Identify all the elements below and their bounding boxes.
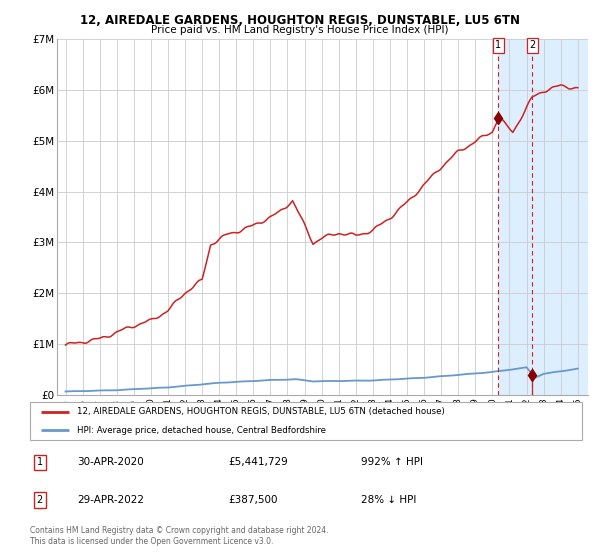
Bar [498,39,588,395]
Text: 29-APR-2022: 29-APR-2022 [77,495,144,505]
Text: 2: 2 [37,495,43,505]
Text: Price paid vs. HM Land Registry's House Price Index (HPI): Price paid vs. HM Land Registry's House … [151,25,449,35]
Text: Contains HM Land Registry data © Crown copyright and database right 2024.
This d: Contains HM Land Registry data © Crown c… [30,526,329,546]
Text: £5,441,729: £5,441,729 [229,458,289,468]
Text: 1: 1 [495,40,501,50]
Text: 30-APR-2020: 30-APR-2020 [77,458,143,468]
Text: 12, AIREDALE GARDENS, HOUGHTON REGIS, DUNSTABLE, LU5 6TN (detached house): 12, AIREDALE GARDENS, HOUGHTON REGIS, DU… [77,407,445,416]
Text: 28% ↓ HPI: 28% ↓ HPI [361,495,416,505]
Text: HPI: Average price, detached house, Central Bedfordshire: HPI: Average price, detached house, Cent… [77,426,326,435]
Text: £387,500: £387,500 [229,495,278,505]
Text: 2: 2 [529,40,535,50]
Text: 1: 1 [37,458,43,468]
Text: 992% ↑ HPI: 992% ↑ HPI [361,458,423,468]
FancyBboxPatch shape [30,402,582,440]
Text: 12, AIREDALE GARDENS, HOUGHTON REGIS, DUNSTABLE, LU5 6TN: 12, AIREDALE GARDENS, HOUGHTON REGIS, DU… [80,14,520,27]
